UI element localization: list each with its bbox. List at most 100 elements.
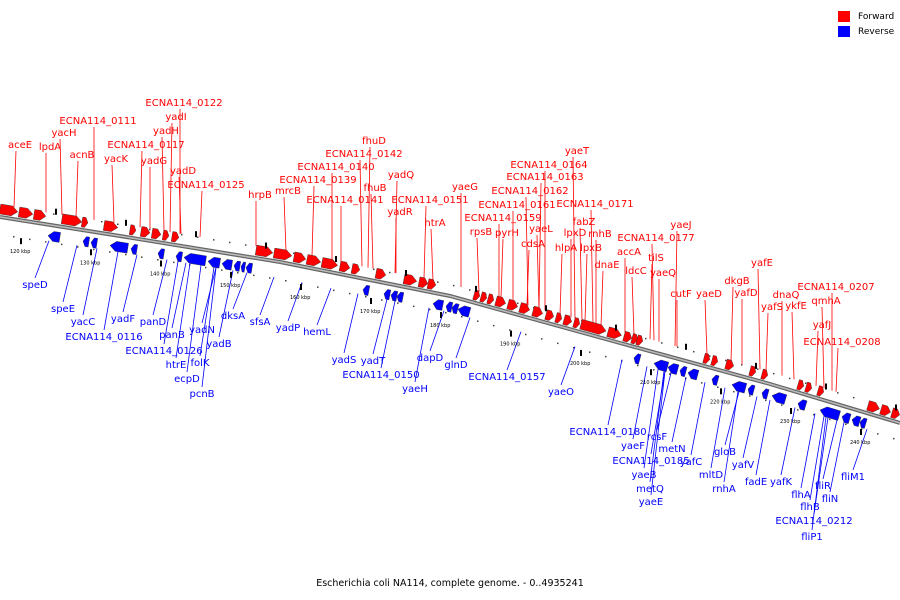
reverse-gene-arrow bbox=[245, 262, 253, 274]
reverse-gene-label: yadT bbox=[361, 356, 386, 367]
forward-gene-arrow bbox=[710, 355, 719, 367]
forward-gene-label: yaeJ bbox=[670, 220, 691, 231]
forward-gene-arrow bbox=[150, 228, 162, 240]
reverse-gene-label: yafK bbox=[770, 477, 793, 488]
forward-gene-label: yaeL bbox=[529, 224, 553, 235]
forward-gene-arrow bbox=[60, 213, 83, 227]
forward-gene-label: yaeT bbox=[565, 146, 590, 157]
reverse-gene-arrow bbox=[221, 259, 233, 271]
reverse-gene-label: ECNA114_0116 bbox=[65, 332, 142, 343]
forward-gene-arrow bbox=[579, 319, 607, 335]
forward-gene-label: ECNA114_0140 bbox=[297, 162, 374, 173]
reverse-gene-label: mltD bbox=[699, 470, 723, 481]
reverse-gene-arrow bbox=[233, 260, 241, 272]
forward-gene-label: fhuD bbox=[362, 136, 386, 147]
reverse-gene-label: yadS bbox=[332, 355, 357, 366]
forward-gene-label: ECNA114_0139 bbox=[279, 175, 356, 186]
forward-gene-label: yadQ bbox=[388, 170, 414, 181]
legend-reverse-label: Reverse bbox=[858, 26, 895, 37]
reverse-gene-label: metN bbox=[658, 444, 685, 455]
forward-gene-label: ECNA114_0162 bbox=[491, 186, 568, 197]
reverse-gene-arrow bbox=[47, 231, 61, 243]
forward-gene-arrow bbox=[531, 305, 543, 318]
reverse-gene-arrow bbox=[130, 244, 138, 255]
forward-gene-label: ECNA114_0163 bbox=[506, 172, 583, 183]
legend-reverse: Reverse bbox=[838, 24, 894, 39]
reverse-gene-label: yadN bbox=[189, 325, 215, 336]
tick-label: 200 kbp bbox=[570, 361, 590, 367]
forward-gene-label: pyrH bbox=[495, 228, 519, 239]
forward-gene-arrow bbox=[622, 331, 632, 343]
forward-gene-label: aceE bbox=[8, 140, 32, 151]
forward-gene-label: yadH bbox=[153, 126, 179, 137]
forward-gene-label: yaeG bbox=[452, 182, 478, 193]
reverse-gene-arrow bbox=[633, 353, 642, 365]
reverse-gene-label: yaeF bbox=[621, 441, 645, 452]
reverse-gene-arrow bbox=[90, 237, 98, 249]
reverse-gene-arrow bbox=[207, 257, 221, 269]
reverse-gene-arrow bbox=[797, 399, 808, 411]
forward-gene-arrow bbox=[350, 263, 361, 275]
forward-gene-arrow bbox=[572, 317, 581, 329]
reverse-gene-label: yaeB bbox=[631, 470, 656, 481]
forward-gene-label: ECNA114_0122 bbox=[145, 98, 222, 109]
forward-gene-label: yafS bbox=[761, 302, 783, 313]
forward-gene-arrow bbox=[292, 251, 307, 264]
reverse-gene-arrow bbox=[851, 415, 862, 427]
reverse-gene-arrow bbox=[451, 303, 460, 315]
reverse-gene-arrow bbox=[771, 392, 788, 405]
forward-gene-label: ldcC bbox=[625, 266, 647, 277]
tick-label: 120 kbp bbox=[10, 249, 30, 255]
forward-gene-arrow bbox=[102, 220, 119, 232]
legend-forward-label: Forward bbox=[858, 11, 895, 22]
forward-gene-label: yacH bbox=[51, 128, 76, 139]
forward-gene-arrow bbox=[702, 352, 711, 364]
forward-gene-arrow bbox=[0, 203, 19, 217]
reverse-gene-arrow bbox=[819, 406, 841, 421]
reverse-gene-label: ECNA114_0157 bbox=[468, 372, 545, 383]
reverse-gene-label: fliM1 bbox=[841, 472, 865, 483]
reverse-gene-label: rnhA bbox=[712, 484, 736, 495]
genome-backbone bbox=[0, 215, 900, 425]
reverse-gene-arrow bbox=[157, 248, 165, 260]
forward-gene-label: yadG bbox=[141, 156, 167, 167]
reverse-gene-label: panB bbox=[159, 330, 185, 341]
forward-gene-arrow bbox=[879, 404, 891, 416]
forward-gene-arrow bbox=[128, 224, 137, 236]
reverse-gene-label: fliN bbox=[822, 494, 839, 505]
reverse-gene-arrow bbox=[432, 299, 445, 311]
forward-gene-label: yaeD bbox=[696, 289, 722, 300]
forward-gene-label: hrpB bbox=[248, 190, 272, 201]
reverse-gene-label: metQ bbox=[636, 484, 664, 495]
forward-gene-label: accA bbox=[617, 247, 641, 258]
forward-gene-arrow bbox=[518, 302, 530, 314]
reverse-gene-label: pcnB bbox=[189, 389, 214, 400]
reverse-gene-arrow bbox=[731, 381, 748, 394]
forward-gene-label: hlpA bbox=[555, 243, 577, 254]
gene-labels: aceE lpdA yacH acnB ECNA114_0111 yacK ECNA114_… bbox=[8, 98, 881, 543]
forward-gene-label: ECNA114_0171 bbox=[556, 199, 633, 210]
forward-gene-arrow bbox=[32, 209, 47, 221]
reverse-gene-arrow bbox=[457, 305, 472, 318]
forward-gene-label: ECNA114_0207 bbox=[797, 282, 874, 293]
reverse-gene-label: speD bbox=[22, 280, 48, 291]
forward-gene-arrow bbox=[486, 293, 495, 305]
forward-gene-label: tilS bbox=[648, 253, 664, 264]
reverse-gene-arrow bbox=[841, 412, 852, 424]
forward-gene-label: ECNA114_0177 bbox=[617, 233, 694, 244]
forward-gene-label: dnaQ bbox=[773, 290, 800, 301]
reverse-gene-label: speE bbox=[51, 304, 75, 315]
forward-gene-arrow bbox=[426, 278, 437, 290]
forward-swatch bbox=[838, 11, 850, 22]
genome-caption: Escherichia coli NA114, complete genome.… bbox=[316, 578, 584, 589]
reverse-gene-label: ECNA114_0212 bbox=[775, 516, 852, 527]
forward-gene-arrow bbox=[305, 254, 322, 267]
reverse-gene-arrow bbox=[82, 236, 90, 248]
forward-gene-label: ECNA114_0117 bbox=[107, 140, 184, 151]
forward-gene-arrow bbox=[724, 358, 734, 371]
reverse-gene-label: ECNA114_0180 bbox=[569, 427, 646, 438]
reverse-gene-label: yadP bbox=[276, 323, 300, 334]
reverse-gene-label: rcsF bbox=[647, 432, 668, 443]
forward-gene-arrow bbox=[748, 365, 757, 377]
reverse-gene-label: folK bbox=[191, 358, 210, 369]
